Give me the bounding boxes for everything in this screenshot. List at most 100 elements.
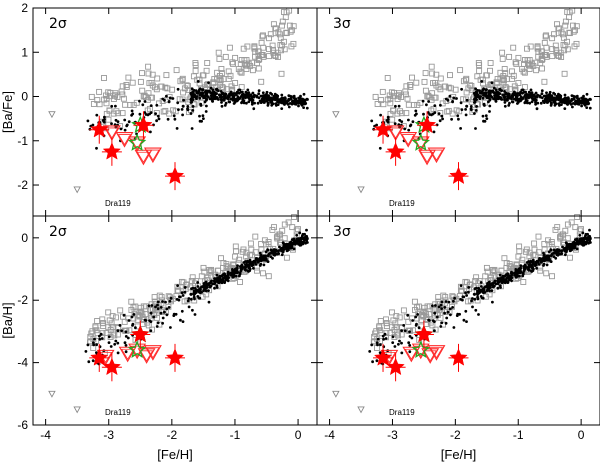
halo-star-square — [252, 249, 259, 256]
halo-star-square — [206, 269, 213, 276]
field-star-dot — [474, 91, 478, 94]
halo-star-square — [405, 318, 412, 325]
halo-star-square — [258, 78, 265, 85]
halo-star-square — [237, 68, 244, 75]
halo-star-square — [444, 108, 451, 115]
field-star-dot — [272, 249, 276, 253]
field-star-dot — [464, 291, 467, 295]
halo-star-square — [105, 116, 112, 123]
field-star-dot — [207, 89, 211, 93]
field-star-dot — [574, 100, 577, 103]
field-star-dot — [127, 319, 131, 322]
field-star-dot — [504, 273, 508, 277]
field-star-dot — [531, 95, 534, 99]
halo-star-square — [243, 62, 250, 69]
field-star-dot — [575, 247, 579, 251]
halo-star-square — [442, 294, 449, 300]
field-star-dot — [271, 256, 274, 260]
upper-limit-triangle — [388, 127, 403, 139]
field-star-dot — [459, 284, 463, 287]
field-star-dot — [190, 87, 194, 91]
halo-star-square — [567, 254, 573, 261]
field-star-dot — [251, 262, 254, 266]
field-star-dot — [195, 91, 199, 95]
field-star-dot — [273, 251, 277, 255]
field-star-dot — [517, 100, 520, 104]
field-star-dot — [471, 297, 474, 300]
halo-star-square — [291, 214, 297, 220]
halo-star-square — [447, 72, 453, 79]
field-star-dot — [548, 96, 552, 100]
plot-frame — [316, 215, 600, 426]
field-star-dot — [470, 108, 473, 112]
halo-star-square — [442, 83, 449, 90]
field-star-dot — [527, 268, 531, 272]
halo-star-square — [232, 80, 239, 86]
halo-star-square — [500, 73, 507, 79]
x-tick-label: -2 — [167, 428, 178, 442]
field-star-dot — [585, 106, 589, 109]
field-star-dot — [156, 303, 159, 307]
field-star-dot — [165, 313, 169, 317]
field-star-dot — [410, 336, 414, 340]
field-star-dot — [474, 109, 478, 112]
field-star-dot — [114, 104, 117, 108]
field-star-dot — [225, 278, 229, 282]
field-star-dot — [167, 100, 171, 103]
field-star-dot — [264, 254, 267, 258]
field-star-dot — [204, 280, 208, 284]
field-star-dot — [474, 127, 477, 130]
field-star-dot — [152, 315, 156, 319]
field-star-dot — [143, 100, 147, 103]
field-star-dot — [441, 117, 444, 121]
field-star-dot — [549, 260, 553, 263]
field-star-dot — [113, 342, 117, 346]
field-star-dot — [565, 101, 569, 105]
field-star-dot — [286, 242, 290, 246]
halo-star-square — [169, 86, 176, 93]
field-star-dot — [116, 341, 120, 345]
field-star-dot — [431, 319, 435, 322]
field-star-dot — [557, 251, 560, 255]
field-star-dot — [432, 130, 436, 134]
field-star-dot — [513, 271, 516, 275]
halo-star-square — [549, 273, 555, 280]
field-star-dot — [220, 101, 223, 104]
field-star-dot — [534, 102, 537, 106]
field-star-dot — [568, 249, 572, 253]
field-star-dot — [433, 311, 437, 315]
halo-star-square — [403, 91, 409, 98]
halo-star-square — [526, 249, 533, 256]
halo-star-square — [515, 253, 522, 260]
field-star-dot — [384, 337, 388, 340]
field-star-dot — [453, 296, 456, 300]
field-star-dot — [555, 96, 558, 100]
green-star — [411, 133, 431, 151]
field-star-dot — [186, 105, 190, 108]
field-star-dot — [240, 101, 243, 105]
field-star-dot — [461, 295, 465, 299]
halo-star-square — [200, 264, 207, 271]
halo-star-square — [568, 219, 575, 226]
halo-star-square — [463, 96, 470, 103]
limit-triangle — [73, 406, 81, 414]
field-star-dot — [545, 263, 549, 267]
field-star-dot — [301, 232, 305, 236]
halo-star-square — [442, 297, 449, 304]
field-star-dot — [508, 101, 511, 105]
halo-star-square — [500, 82, 507, 88]
halo-star-square — [404, 95, 411, 102]
field-star-dot — [576, 102, 580, 106]
x-axis-title: [Fe/H] — [441, 447, 476, 462]
field-star-dot — [542, 94, 546, 98]
halo-star-square — [484, 268, 491, 275]
upper-limit-triangle — [429, 347, 444, 359]
field-star-dot — [298, 231, 302, 235]
field-star-dot — [422, 112, 425, 116]
y-tick-label: -2 — [17, 293, 28, 307]
halo-star-square — [162, 84, 169, 91]
x-tick-label: -1 — [230, 428, 241, 442]
field-star-dot — [504, 91, 508, 95]
halo-star-square — [437, 75, 444, 82]
halo-star-square — [111, 332, 118, 339]
